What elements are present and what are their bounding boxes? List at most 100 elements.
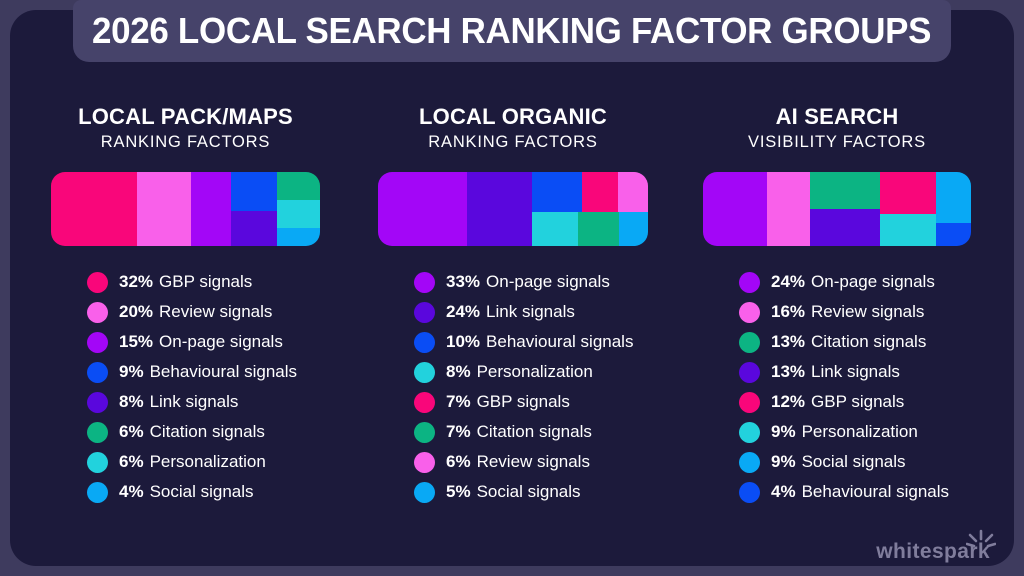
treemap-block-review [767, 172, 811, 246]
treemap-block-link [467, 172, 532, 246]
legend-item: 8% Link signals [87, 387, 320, 417]
review-dot [739, 301, 760, 323]
legend-item: 33% On-page signals [414, 267, 648, 297]
legend-label: Behavioural signals [801, 482, 949, 501]
legend-item: 9% Behavioural signals [87, 357, 320, 387]
legend-label: Personalization [149, 452, 266, 471]
social-dot [739, 451, 760, 473]
legend-label: Review signals [159, 302, 273, 321]
legend-item: 4% Behavioural signals [739, 477, 971, 507]
local-organic-legend: 33% On-page signals 24% Link signals 10% Beha… [414, 267, 648, 507]
legend-label: Link signals [811, 362, 900, 381]
treemap-group [51, 172, 320, 246]
legend-label: Behavioural signals [486, 332, 634, 351]
citation-dot [739, 331, 760, 353]
legend-item: 9% Personalization [739, 417, 971, 447]
treemap-block-gbp [879, 172, 937, 215]
title-banner: 2026 LOCAL SEARCH RANKING FACTOR GROUPS [73, 0, 951, 62]
legend-percent: 10% [446, 332, 481, 351]
legend-label: GBP signals [476, 392, 570, 411]
column-subtitle: RANKING FACTORS [100, 133, 271, 151]
column-title: LOCAL PACK/MAPS [78, 104, 293, 129]
legend-percent: 24% [446, 302, 481, 321]
treemap-group [703, 172, 971, 246]
legend-percent: 15% [119, 332, 154, 351]
legend-percent: 32% [119, 272, 154, 291]
behavioural-dot [739, 481, 760, 503]
legend-label: Personalization [476, 362, 593, 381]
legend-item: 13% Link signals [739, 357, 971, 387]
treemap-block-behavioural [936, 223, 971, 246]
legend-label: Review signals [476, 452, 590, 471]
treemap-block-link [810, 209, 880, 246]
treemap-block-citation [276, 172, 320, 200]
link-dot [414, 301, 435, 323]
treemap-block-onpage [190, 172, 232, 246]
legend-item: 10% Behavioural signals [414, 327, 648, 357]
treemap-group [531, 172, 648, 212]
legend-percent: 8% [119, 392, 144, 411]
legend-item: 24% On-page signals [739, 267, 971, 297]
legend-percent: 20% [119, 302, 154, 321]
onpage-dot [739, 271, 760, 293]
legend-item: 16% Review signals [739, 297, 971, 327]
social-dot [414, 481, 435, 503]
link-dot [87, 391, 108, 413]
social-dot [87, 481, 108, 503]
treemap-block-gbp [582, 172, 618, 212]
personalization-dot [414, 361, 435, 383]
page-title: 2026 LOCAL SEARCH RANKING FACTOR GROUPS [92, 10, 932, 51]
legend-label: Citation signals [149, 422, 265, 441]
legend-item: 12% GBP signals [739, 387, 971, 417]
treemap-block-citation [810, 172, 880, 209]
legend-percent: 9% [119, 362, 144, 381]
treemap-block-review [617, 172, 648, 212]
treemap-block-onpage [378, 172, 468, 246]
card-background [10, 10, 1014, 566]
legend-label: Social signals [149, 482, 254, 501]
legend-percent: 6% [446, 452, 471, 471]
local-pack-maps-column: LOCAL PACK/MAPS RANKING FACTORS 32% GBP s… [51, 95, 320, 540]
local-organic-treemap [378, 172, 648, 246]
legend-item: 6% Citation signals [87, 417, 320, 447]
treemap-block-personalization [276, 199, 320, 228]
legend-percent: 13% [771, 332, 806, 351]
treemap-block-citation [578, 211, 619, 246]
column-title: LOCAL ORGANIC [419, 104, 607, 129]
treemap-block-onpage [703, 172, 768, 246]
legend-item: 8% Personalization [414, 357, 648, 387]
treemap-block-gbp [51, 172, 138, 246]
column-subtitle: VISIBILITY FACTORS [748, 133, 926, 151]
treemap-block-social [618, 211, 648, 246]
treemap-group [276, 172, 320, 246]
treemap-group [531, 211, 648, 246]
legend-percent: 6% [119, 422, 144, 441]
legend-percent: 8% [446, 362, 471, 381]
treemap-group [531, 172, 648, 246]
onpage-dot [414, 271, 435, 293]
column-subtitle: RANKING FACTORS [428, 133, 598, 151]
treemap-group [936, 172, 971, 246]
logo-text: whitespark [876, 540, 990, 563]
legend-item: 15% On-page signals [87, 327, 320, 357]
treemap-block-link [231, 211, 277, 246]
legend-label: On-page signals [159, 332, 283, 351]
legend-item: 5% Social signals [414, 477, 648, 507]
legend-item: 6% Review signals [414, 447, 648, 477]
behavioural-dot [414, 331, 435, 353]
legend-percent: 33% [446, 272, 481, 291]
treemap-block-social [936, 172, 971, 224]
gbp-dot [414, 391, 435, 413]
legend-label: Behavioural signals [149, 362, 297, 381]
local-pack-maps-legend: 32% GBP signals 20% Review signals 15% On-pag… [87, 267, 320, 507]
legend-percent: 7% [446, 422, 471, 441]
legend-label: Link signals [486, 302, 575, 321]
treemap-block-review [137, 172, 191, 246]
legend-item: 13% Citation signals [739, 327, 971, 357]
legend-item: 6% Personalization [87, 447, 320, 477]
treemap-group [879, 172, 937, 246]
legend-label: GBP signals [159, 272, 253, 291]
legend-label: Personalization [801, 422, 918, 441]
legend-item: 7% GBP signals [414, 387, 648, 417]
gbp-dot [87, 271, 108, 293]
